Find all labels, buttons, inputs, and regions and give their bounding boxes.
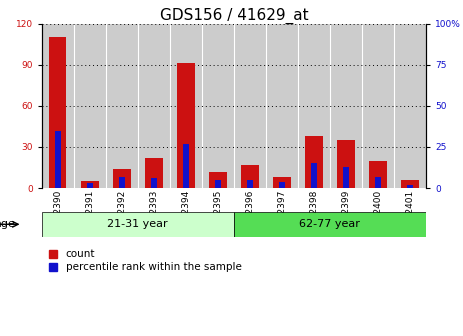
Bar (401, 180, 419, 188)
Bar (183, 144, 189, 188)
Text: 62-77 year: 62-77 year (300, 219, 360, 229)
Bar (81, 181, 99, 188)
Text: 21-31 year: 21-31 year (107, 219, 168, 229)
Bar (138, 24, 170, 188)
Bar (170, 24, 202, 188)
Bar (337, 140, 355, 188)
Bar (247, 180, 253, 188)
Bar (177, 63, 194, 188)
Bar (311, 164, 317, 188)
Bar (298, 24, 330, 188)
Bar (215, 180, 221, 188)
Bar (202, 24, 234, 188)
Bar (407, 185, 413, 188)
Bar (394, 24, 426, 188)
Bar (330, 24, 362, 188)
Text: age: age (0, 219, 15, 229)
Bar (343, 167, 349, 188)
Bar (74, 24, 106, 188)
Bar (266, 24, 298, 188)
Bar (375, 177, 381, 188)
Bar (369, 161, 387, 188)
Bar (234, 212, 426, 237)
Bar (150, 178, 157, 188)
Legend: count, percentile rank within the sample: count, percentile rank within the sample (47, 247, 244, 275)
Bar (49, 37, 67, 188)
Title: GDS156 / 41629_at: GDS156 / 41629_at (159, 7, 308, 24)
Bar (145, 158, 163, 188)
Bar (42, 212, 234, 237)
Bar (106, 24, 138, 188)
Bar (87, 183, 93, 188)
Bar (119, 177, 125, 188)
Bar (234, 24, 266, 188)
Bar (42, 24, 74, 188)
Bar (113, 169, 131, 188)
Bar (55, 131, 61, 188)
Bar (362, 24, 394, 188)
Bar (305, 136, 323, 188)
Bar (241, 165, 259, 188)
Bar (209, 172, 226, 188)
Bar (279, 181, 285, 188)
Bar (273, 177, 291, 188)
